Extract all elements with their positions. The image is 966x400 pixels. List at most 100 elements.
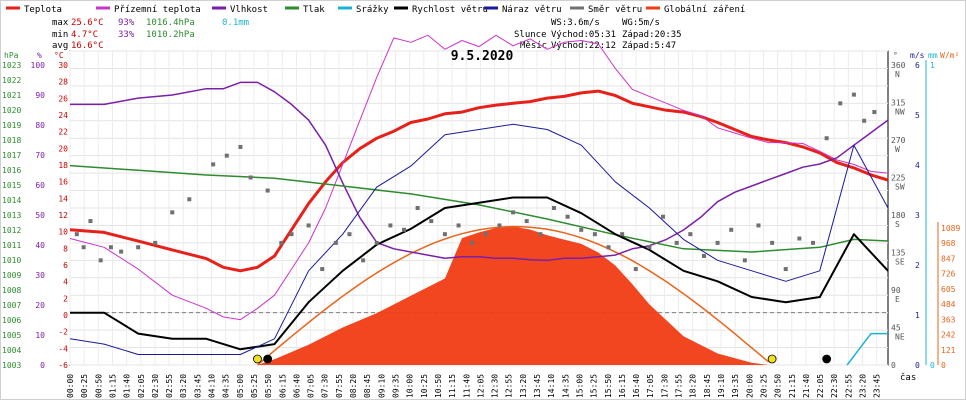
x-tick: 03:45: [193, 374, 202, 398]
x-tick: 15:00: [575, 374, 584, 398]
celsius-tick: -4: [58, 344, 68, 353]
direction-point: [511, 210, 516, 215]
celsius-axis-label: °C: [54, 51, 64, 60]
x-tick: 16:15: [618, 374, 627, 398]
x-tick: 10:00: [406, 374, 415, 398]
chart-title: 9.5.2020: [451, 49, 514, 64]
x-tick: 17:55: [675, 374, 684, 398]
direction-point: [119, 249, 124, 254]
direction-point: [838, 101, 843, 106]
celsius-tick: 16: [58, 178, 68, 187]
ms-tick: 6: [915, 61, 920, 70]
direction-point: [374, 240, 379, 245]
stat-pressure: 1016.4hPa: [146, 18, 195, 28]
celsius-tick: 30: [58, 61, 68, 70]
legend-label: Směr větru: [588, 5, 642, 15]
direction-tick-name: E: [895, 295, 900, 304]
direction-point: [524, 219, 529, 224]
hpa-tick: 1007: [2, 301, 21, 310]
direction-point: [289, 232, 294, 237]
celsius-tick: 14: [58, 194, 68, 203]
sunset-marker: [767, 354, 777, 364]
direction-axis-label: °: [893, 51, 898, 60]
percent-tick: 100: [31, 61, 46, 70]
x-tick: 09:35: [392, 374, 401, 398]
direction-point: [565, 214, 570, 219]
direction-point: [108, 245, 113, 250]
direction-point: [742, 258, 747, 263]
percent-tick: 90: [35, 91, 45, 100]
direction-point: [579, 227, 584, 232]
x-axis-label: čas: [900, 372, 916, 383]
direction-point: [551, 206, 556, 210]
direction-point: [824, 136, 829, 141]
series-layer: [69, 34, 889, 366]
direction-point: [442, 232, 447, 237]
hpa-tick: 1014: [2, 196, 21, 205]
direction-point: [729, 227, 734, 232]
direction-point: [797, 236, 802, 241]
percent-axis-label: %: [37, 51, 42, 60]
x-tick: 02:30: [151, 374, 160, 398]
stat-pressure: 1010.2hPa: [146, 30, 195, 40]
stat-temp: 4.7°C: [71, 30, 98, 40]
direction-point: [361, 258, 366, 263]
x-tick: 06:15: [278, 374, 287, 398]
sunset-time: Západ:20:35: [622, 30, 682, 40]
direction-point: [633, 267, 638, 272]
x-tick: 12:30: [491, 374, 500, 398]
series-p-zemn-teplota: [69, 34, 889, 321]
direction-point: [88, 219, 93, 224]
direction-point: [429, 219, 434, 224]
x-tick: 22:05: [816, 374, 825, 398]
celsius-tick: 8: [63, 244, 68, 253]
direction-tick: 45: [891, 324, 901, 333]
direction-point: [224, 153, 229, 158]
celsius-tick: 12: [58, 211, 68, 220]
x-tick: 11:40: [462, 374, 471, 398]
direction-point: [756, 223, 761, 228]
direction-point: [248, 175, 253, 180]
direction-point: [136, 245, 141, 250]
direction-tick: 135: [891, 249, 906, 258]
hpa-tick: 1022: [2, 76, 21, 85]
direction-point: [238, 144, 243, 149]
x-tick: 01:15: [108, 374, 117, 398]
celsius-tick: 2: [63, 294, 68, 303]
direction-tick-name: SW: [895, 183, 905, 192]
hpa-tick: 1003: [2, 361, 21, 370]
stat-temp: 16.6°C: [71, 41, 104, 51]
sunrise-marker: [253, 354, 262, 364]
radiation-area: [257, 226, 769, 365]
wm2-tick: 847: [941, 254, 956, 263]
x-tick: 00:50: [94, 374, 103, 398]
hpa-tick: 1006: [2, 316, 21, 325]
x-tick: 05:25: [250, 374, 259, 398]
legend-label: Vlhkost: [230, 5, 268, 15]
direction-tick: 180: [891, 211, 906, 220]
hpa-tick: 1019: [2, 121, 21, 130]
x-tick: 21:40: [802, 374, 811, 398]
direction-point: [606, 245, 611, 250]
celsius-tick: -6: [58, 361, 68, 370]
x-tick: 05:00: [236, 374, 245, 398]
moon-label: Měsíc: [520, 41, 547, 51]
direction-point: [388, 223, 393, 228]
hpa-tick: 1009: [2, 271, 21, 280]
percent-tick: 40: [35, 241, 45, 250]
series-teplota: [69, 89, 889, 273]
direction-point: [279, 240, 284, 245]
hpa-tick: 1023: [2, 61, 21, 70]
hpa-tick: 1021: [2, 91, 21, 100]
wind-gust-stat: WG:5m/s: [622, 18, 660, 28]
wm2-tick: 363: [941, 315, 956, 324]
x-tick: 19:35: [731, 374, 740, 398]
direction-point: [81, 245, 86, 250]
direction-point: [497, 223, 502, 228]
sun-label: Slunce: [514, 30, 547, 40]
direction-point: [306, 223, 311, 228]
celsius-tick: -2: [58, 328, 68, 337]
series-vlhkost: [70, 81, 889, 262]
direction-tick: 225: [891, 174, 906, 183]
